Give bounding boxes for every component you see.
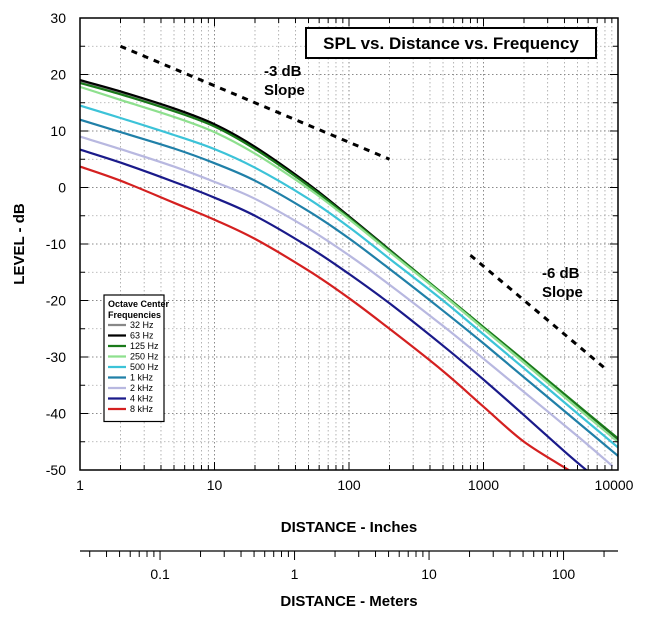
meters-tick-label: 10 xyxy=(421,566,437,582)
y-tick-label: -40 xyxy=(46,406,66,422)
legend-frame xyxy=(103,294,165,423)
x-axis-title: DISTANCE - Inches xyxy=(281,519,417,536)
y-tick-label: 30 xyxy=(50,10,66,26)
y-axis-title: LEVEL - dB xyxy=(11,203,28,285)
slope-annotation-line1: -6 dB xyxy=(542,265,580,282)
meters-tick-label: 0.1 xyxy=(150,566,170,582)
x-tick-label: 1000 xyxy=(468,477,499,493)
series-line-8-khz xyxy=(80,165,570,470)
slope-annotation-line2: Slope xyxy=(542,284,583,301)
y-tick-label: -10 xyxy=(46,236,66,252)
series-layer xyxy=(80,79,618,470)
x-tick-label: 100 xyxy=(337,477,361,493)
x-tick-label: 10000 xyxy=(595,477,634,493)
series-line-1-khz xyxy=(80,118,618,457)
x2-axis-title: DISTANCE - Meters xyxy=(280,593,417,610)
series-line-4-khz xyxy=(80,148,588,470)
legend-title-line2: Frequencies xyxy=(108,310,161,320)
series-line-500-hz xyxy=(80,104,618,449)
legend-entry: 32 Hz xyxy=(130,320,154,330)
grid-layer xyxy=(80,18,618,470)
x-tick-label: 10 xyxy=(207,477,223,493)
legend-entry: 1 kHz xyxy=(130,373,154,383)
legend-title-line1: Octave Center xyxy=(108,299,170,309)
series-line-2-khz xyxy=(80,135,613,467)
legend-entry: 63 Hz xyxy=(130,331,154,341)
annotation-layer: -3 dB Slope -6 dB Slope xyxy=(119,44,606,370)
legend-entry: 4 kHz xyxy=(130,394,154,404)
x-tick-label: 1 xyxy=(76,477,84,493)
meters-tick-label: 1 xyxy=(291,566,299,582)
slope-guide-line xyxy=(469,254,606,370)
series-line-125-hz xyxy=(80,81,618,440)
meters-axis: 0.1 1 10 100 xyxy=(80,550,618,582)
meters-tick-label: 100 xyxy=(552,566,576,582)
y-tick-label: -30 xyxy=(46,349,66,365)
chart-title-box: SPL vs. Distance vs. Frequency xyxy=(305,27,597,59)
slope-annotation-line2: Slope xyxy=(264,82,305,99)
y-tick-label: 20 xyxy=(50,67,66,83)
legend-entry: 2 kHz xyxy=(130,383,154,393)
tick-layer: 1 10 100 1000 10000 -50 -40 -30 -20 -10 0 10 20 30 xyxy=(46,10,634,493)
chart-title: SPL vs. Distance vs. Frequency xyxy=(323,34,579,53)
legend-entry: 125 Hz xyxy=(130,341,159,351)
y-tick-label: 10 xyxy=(50,123,66,139)
legend-entry: 8 kHz xyxy=(130,404,154,414)
series-line-250-hz xyxy=(80,85,618,443)
y-tick-label: -50 xyxy=(46,462,66,478)
y-tick-label: 0 xyxy=(58,180,66,196)
slope-guide-line xyxy=(119,44,391,161)
slope-annotation-line1: -3 dB xyxy=(264,63,302,80)
title-box-frame xyxy=(305,27,597,59)
legend-entry: 250 Hz xyxy=(130,352,159,362)
legend-entry: 500 Hz xyxy=(130,362,159,372)
y-tick-label: -20 xyxy=(46,293,66,309)
